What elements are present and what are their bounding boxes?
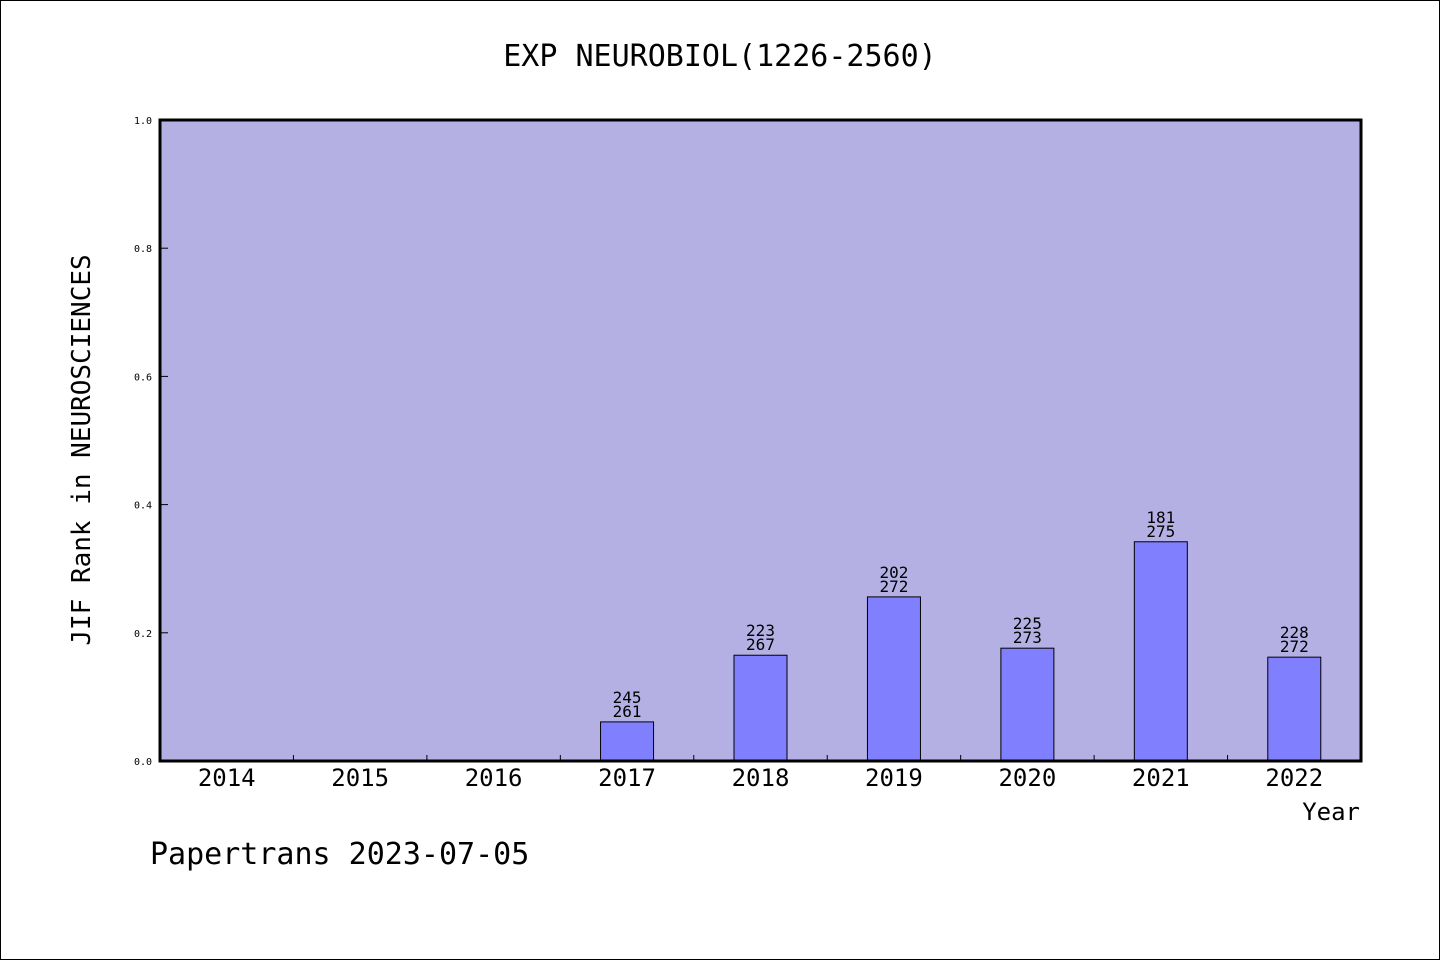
x-axis-label: Year bbox=[1302, 798, 1360, 826]
bar bbox=[866, 596, 921, 762]
x-tick-label: 2019 bbox=[865, 764, 923, 792]
chart-title: EXP NEUROBIOL(1226-2560) bbox=[503, 39, 936, 74]
bar bbox=[1267, 656, 1322, 762]
bar-rank-label: 228 bbox=[1280, 623, 1309, 642]
footer-text: Papertrans 2023-07-05 bbox=[150, 837, 529, 872]
bar bbox=[600, 721, 655, 762]
bar bbox=[1000, 647, 1055, 762]
x-tick-label: 2018 bbox=[732, 764, 790, 792]
bar-total-label: 261 bbox=[613, 702, 642, 721]
bar-rank-label: 202 bbox=[879, 563, 908, 582]
bar bbox=[733, 654, 788, 762]
x-tick-label: 2017 bbox=[598, 764, 656, 792]
x-tick-label: 2016 bbox=[465, 764, 523, 792]
bar bbox=[1133, 541, 1188, 762]
y-axis-label: JIF Rank in NEUROSCIENCES bbox=[67, 254, 97, 645]
x-tick-label: 2014 bbox=[198, 764, 256, 792]
x-tick-label: 2022 bbox=[1265, 764, 1323, 792]
bar-rank-label: 245 bbox=[613, 688, 642, 707]
y-tick-label: 0.4 bbox=[134, 501, 152, 512]
x-tick-label: 2015 bbox=[331, 764, 389, 792]
bar-total-label: 272 bbox=[1280, 637, 1309, 656]
bar-total-label: 275 bbox=[1146, 522, 1175, 541]
bar-rank-label: 181 bbox=[1146, 508, 1175, 527]
x-tick-label: 2021 bbox=[1132, 764, 1190, 792]
x-tick-label: 2020 bbox=[998, 764, 1056, 792]
y-tick-label: 0.8 bbox=[134, 244, 152, 255]
bar-total-label: 272 bbox=[879, 577, 908, 596]
ticks-group: 0.0 0.2 0.4 0.6 0.8 1.0 2014 2015 2016 2017 2018 20… bbox=[134, 116, 1323, 792]
y-tick-label: 1.0 bbox=[134, 116, 152, 127]
y-tick-label: 0.6 bbox=[134, 372, 152, 383]
bar-rank-label: 225 bbox=[1013, 614, 1042, 633]
y-tick-label: 0.0 bbox=[134, 757, 152, 768]
bar-rank-label: 223 bbox=[746, 621, 775, 640]
plot-border bbox=[158, 118, 1363, 763]
y-tick-label: 0.2 bbox=[134, 629, 152, 640]
bar-total-label: 267 bbox=[746, 635, 775, 654]
bar-total-label: 273 bbox=[1013, 628, 1042, 647]
